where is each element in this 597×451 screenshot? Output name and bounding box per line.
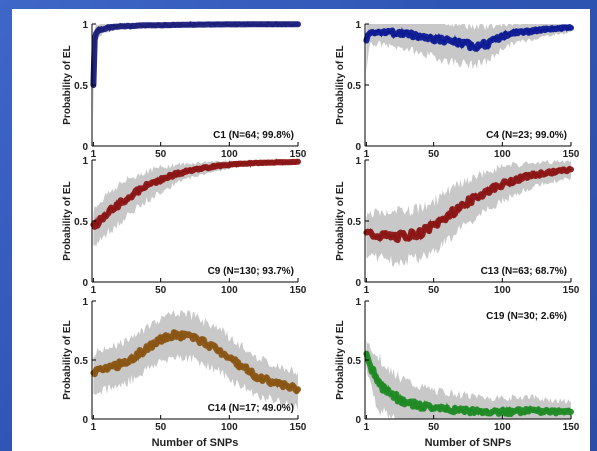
y-tick-label: 1 (355, 156, 361, 167)
y-tick-label: 1 (355, 297, 361, 308)
y-tick-label: 1 (82, 20, 88, 31)
series-texture-6 (365, 353, 572, 418)
y-tick-label: 0.5 (347, 81, 361, 92)
uncertainty-band-5 (93, 310, 299, 412)
x-tick-label: 100 (494, 285, 511, 296)
x-tick-label: 100 (221, 422, 238, 433)
x-tick-label: 1 (364, 149, 370, 160)
y-tick-label: 1 (82, 297, 88, 308)
series-texture-4 (366, 166, 572, 243)
y-tick-label: 0 (355, 415, 361, 426)
y-tick-label: 0 (82, 415, 88, 426)
y-axis-label: Probability of EL (335, 45, 346, 124)
x-tick-label: 1 (91, 149, 97, 160)
x-tick-label: 50 (428, 422, 440, 433)
series-texture-1 (92, 20, 299, 85)
y-axis-label: Probability of EL (62, 320, 73, 399)
y-axis-label: Probability of EL (62, 45, 73, 124)
y-tick-label: 0 (82, 142, 88, 153)
x-tick-label: 50 (155, 285, 167, 296)
x-tick-label: 150 (290, 285, 307, 296)
x-tick-label: 50 (428, 285, 440, 296)
x-tick-label: 1 (91, 285, 97, 296)
series-texture-5 (92, 329, 299, 394)
x-axis-label: Number of SNPs (152, 437, 239, 449)
subplot-title: C4 (N=23; 99.0%) (486, 130, 567, 141)
x-tick-label: 100 (494, 149, 511, 160)
x-tick-label: 100 (221, 285, 238, 296)
series-texture-2 (365, 24, 572, 53)
y-tick-label: 1 (355, 20, 361, 31)
y-tick-label: 0 (82, 278, 88, 289)
x-tick-label: 150 (563, 149, 580, 160)
uncertainty-band-1 (93, 24, 299, 122)
y-axis-label: Probability of EL (62, 181, 73, 260)
y-tick-label: 0 (355, 278, 361, 289)
y-tick-label: 0.5 (74, 81, 88, 92)
x-tick-label: 150 (563, 422, 580, 433)
subplot-title: C19 (N=30; 2.6%) (486, 311, 567, 322)
y-tick-label: 0.5 (347, 217, 361, 228)
x-tick-label: 50 (428, 149, 440, 160)
subplot-title: C14 (N=17; 49.0%) (208, 403, 294, 414)
y-tick-label: 1 (82, 156, 88, 167)
subplot-title: C9 (N=130; 93.7%) (208, 266, 294, 277)
x-tick-label: 1 (364, 422, 370, 433)
y-tick-label: 0 (355, 142, 361, 153)
uncertainty-band-6 (366, 340, 571, 419)
subplot-title: C13 (N=63; 68.7%) (481, 266, 567, 277)
y-axis-label: Probability of EL (335, 320, 346, 399)
subplot-title: C1 (N=64; 99.8%) (213, 130, 294, 141)
y-tick-label: 0.5 (74, 356, 88, 367)
series-texture-3 (92, 158, 299, 229)
y-tick-label: 0.5 (347, 356, 361, 367)
x-tick-label: 50 (155, 149, 167, 160)
y-tick-label: 0.5 (74, 217, 88, 228)
x-tick-label: 150 (290, 149, 307, 160)
figure-panel: 0 0.5 1 1 50 100 150 Probability of EL C1 (N=64;… (12, 9, 590, 451)
x-tick-label: 150 (563, 285, 580, 296)
series-line-1 (90, 21, 301, 89)
x-tick-label: 150 (290, 422, 307, 433)
y-axis-label: Probability of EL (335, 181, 346, 260)
x-tick-label: 100 (494, 422, 511, 433)
x-axis-label: Number of SNPs (425, 437, 512, 449)
x-tick-label: 1 (364, 285, 370, 296)
x-tick-label: 100 (221, 149, 238, 160)
x-tick-label: 1 (91, 422, 97, 433)
x-tick-label: 50 (155, 422, 167, 433)
